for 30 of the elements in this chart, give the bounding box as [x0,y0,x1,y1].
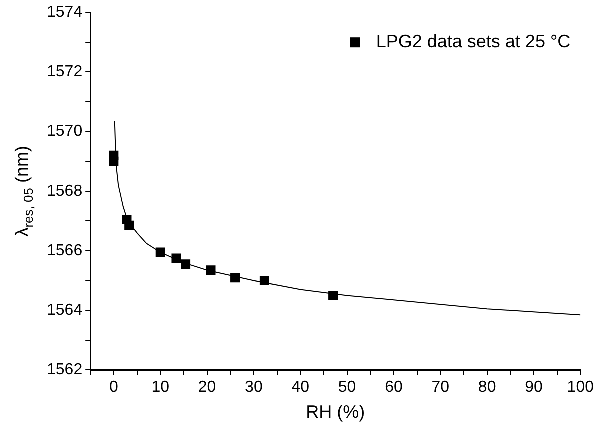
point [156,248,166,258]
point [260,276,270,286]
x-tick-label: 60 [385,379,403,396]
point [181,260,191,270]
y-tick-label: 1562 [47,362,83,379]
y-tick-label: 1566 [47,242,83,260]
point [230,273,240,283]
legend-label: LPG2 data sets at 25 °C [376,32,571,52]
point [206,266,216,276]
x-axis-title: RH (%) [306,402,366,422]
x-tick-label: 80 [478,379,496,396]
y-axis-title: λres, 05 (nm) [12,146,36,237]
y-tick-label: 1570 [47,123,83,140]
x-tick-label: 0 [109,379,118,396]
y-tick-label: 1574 [47,4,83,22]
point [172,254,182,264]
y-tick-label: 1564 [47,302,83,320]
x-tick-label: 100 [567,379,594,396]
x-tick-label: 40 [292,379,310,396]
x-tick-label: 10 [152,379,170,396]
point [328,290,338,300]
y-tick-label: 1572 [47,64,83,81]
x-tick-label: 20 [198,379,216,396]
x-tick-label: 90 [525,379,543,396]
point [124,220,134,230]
x-tick-label: 30 [245,379,263,396]
y-tick-label: 1568 [47,182,83,200]
x-tick-label: 70 [432,379,450,396]
x-tick-label: 50 [338,379,356,396]
point [109,156,119,166]
